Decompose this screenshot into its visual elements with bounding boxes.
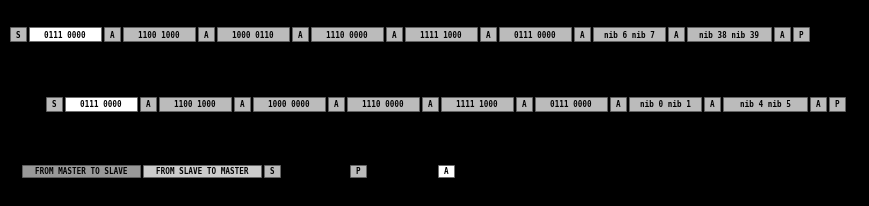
Text: A: A xyxy=(673,30,678,39)
Bar xyxy=(292,28,308,42)
Text: P: P xyxy=(798,30,802,39)
Text: A: A xyxy=(779,30,784,39)
Bar xyxy=(828,97,844,111)
Bar xyxy=(515,97,531,111)
Text: S: S xyxy=(51,100,56,109)
Text: 0111 0000: 0111 0000 xyxy=(514,30,555,39)
Text: 1100 1000: 1100 1000 xyxy=(174,100,216,109)
Bar xyxy=(263,165,280,177)
Text: 1111 1000: 1111 1000 xyxy=(455,100,497,109)
Bar xyxy=(29,28,101,42)
Text: 0111 0000: 0111 0000 xyxy=(80,100,122,109)
Text: A: A xyxy=(203,30,208,39)
Bar xyxy=(328,97,343,111)
Bar xyxy=(349,165,366,177)
Bar xyxy=(65,97,136,111)
Text: nib 0 nib 1: nib 0 nib 1 xyxy=(639,100,690,109)
Bar xyxy=(143,165,261,177)
Bar xyxy=(628,97,700,111)
Bar xyxy=(534,97,607,111)
Text: P: P xyxy=(355,167,360,176)
Text: 1110 0000: 1110 0000 xyxy=(362,100,403,109)
Bar xyxy=(405,28,476,42)
Text: A: A xyxy=(521,100,526,109)
Bar xyxy=(667,28,683,42)
Bar xyxy=(140,97,156,111)
Text: A: A xyxy=(391,30,396,39)
Text: 1110 0000: 1110 0000 xyxy=(326,30,368,39)
Bar xyxy=(609,97,626,111)
Text: 0111 0000: 0111 0000 xyxy=(549,100,591,109)
Text: 0111 0000: 0111 0000 xyxy=(44,30,86,39)
Text: A: A xyxy=(334,100,338,109)
Bar xyxy=(347,97,419,111)
Text: S: S xyxy=(269,167,274,176)
Text: A: A xyxy=(428,100,432,109)
Bar xyxy=(386,28,401,42)
Bar xyxy=(22,165,140,177)
Text: 1100 1000: 1100 1000 xyxy=(138,30,180,39)
Text: FROM MASTER TO SLAVE: FROM MASTER TO SLAVE xyxy=(35,167,127,176)
Bar xyxy=(809,97,825,111)
Bar xyxy=(722,97,806,111)
Bar xyxy=(123,28,195,42)
Text: nib 6 nib 7: nib 6 nib 7 xyxy=(603,30,653,39)
Bar xyxy=(480,28,495,42)
Text: A: A xyxy=(297,30,302,39)
Text: A: A xyxy=(579,30,584,39)
Text: 1000 0110: 1000 0110 xyxy=(232,30,274,39)
Bar xyxy=(10,28,26,42)
Bar xyxy=(234,97,249,111)
Bar xyxy=(687,28,770,42)
Text: A: A xyxy=(615,100,620,109)
Text: A: A xyxy=(485,30,490,39)
Bar xyxy=(104,28,120,42)
Text: A: A xyxy=(443,167,448,176)
Bar xyxy=(773,28,789,42)
Bar xyxy=(437,165,454,177)
Text: A: A xyxy=(815,100,819,109)
Bar xyxy=(593,28,664,42)
Bar xyxy=(574,28,589,42)
Text: S: S xyxy=(16,30,20,39)
Bar xyxy=(198,28,214,42)
Text: nib 4 nib 5: nib 4 nib 5 xyxy=(739,100,790,109)
Bar xyxy=(46,97,62,111)
Text: nib 38 nib 39: nib 38 nib 39 xyxy=(698,30,758,39)
Bar xyxy=(703,97,720,111)
Bar xyxy=(310,28,382,42)
Text: FROM SLAVE TO MASTER: FROM SLAVE TO MASTER xyxy=(156,167,248,176)
Bar xyxy=(792,28,808,42)
Text: A: A xyxy=(240,100,244,109)
Bar xyxy=(216,28,289,42)
Text: P: P xyxy=(833,100,839,109)
Text: A: A xyxy=(109,30,114,39)
Bar xyxy=(421,97,437,111)
Bar xyxy=(159,97,231,111)
Text: 1000 0000: 1000 0000 xyxy=(268,100,309,109)
Text: A: A xyxy=(145,100,150,109)
Bar xyxy=(499,28,570,42)
Text: 1111 1000: 1111 1000 xyxy=(420,30,461,39)
Bar xyxy=(441,97,513,111)
Text: A: A xyxy=(709,100,713,109)
Bar xyxy=(253,97,325,111)
